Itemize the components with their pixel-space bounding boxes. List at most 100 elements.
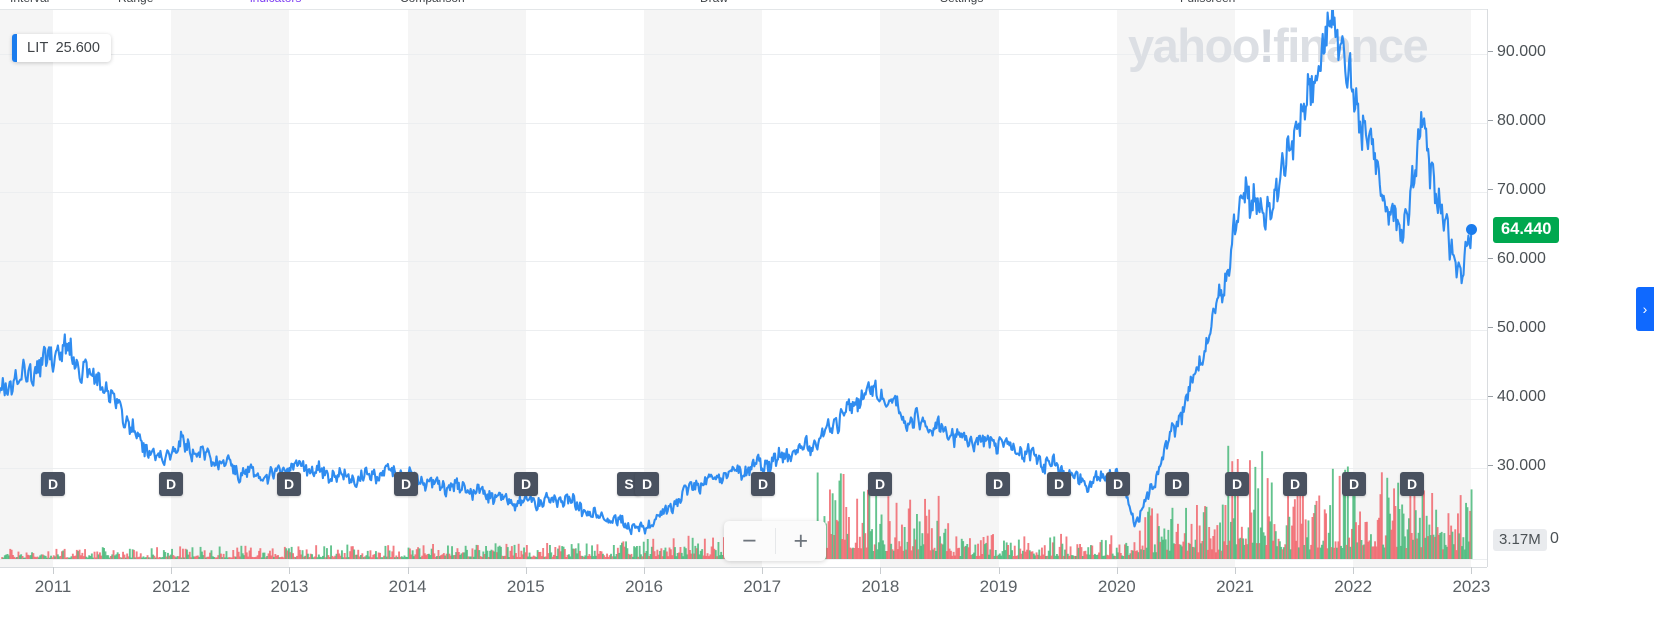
volume-bar — [1185, 507, 1187, 559]
gridline — [0, 54, 1487, 55]
price-axis-tick: 80.000 — [1488, 112, 1546, 130]
dividend-marker[interactable]: D — [1400, 472, 1424, 496]
zoom-out-button[interactable]: − — [741, 526, 757, 555]
volume-bar — [311, 554, 313, 559]
dividend-marker[interactable]: D — [1342, 472, 1366, 496]
volume-bar — [1054, 555, 1057, 559]
dividend-marker[interactable]: D — [1047, 472, 1071, 496]
expand-panel-tab[interactable]: › — [1636, 287, 1654, 331]
date-tick-label: 2012 — [152, 577, 191, 596]
toolbar-item-indicators[interactable]: indicators — [250, 0, 301, 5]
dividend-marker[interactable]: D — [514, 472, 538, 496]
date-tick-label: 2015 — [506, 577, 545, 596]
volume-bar — [623, 546, 626, 559]
volume-bar — [152, 554, 154, 559]
volume-bar — [327, 555, 330, 559]
dividend-marker[interactable]: D — [1106, 472, 1130, 496]
volume-bar — [509, 550, 512, 559]
toolbar-item-settings[interactable]: Settings — [940, 0, 983, 5]
volume-bar — [182, 548, 184, 559]
volume-bar — [1164, 539, 1167, 559]
dividend-marker[interactable]: D — [1165, 472, 1189, 496]
volume-bar — [848, 517, 850, 559]
volume-bar — [962, 541, 965, 559]
volume-bar — [1077, 547, 1080, 559]
volume-bar — [986, 535, 989, 559]
volume-bar — [1394, 506, 1397, 559]
volume-bar — [331, 555, 334, 559]
volume-bar — [1107, 555, 1110, 559]
volume-bar — [283, 546, 286, 559]
date-tick-label: 2011 — [34, 577, 72, 596]
dividend-marker[interactable]: D — [986, 472, 1010, 496]
price-axis[interactable]: 90.000 80.000 70.000 60.000 50.000 40.000 30.0… — [1487, 9, 1654, 567]
volume-bar — [843, 539, 846, 559]
volume-bar — [221, 557, 224, 559]
zoom-control[interactable]: − + — [724, 521, 826, 561]
volume-bar — [1061, 543, 1064, 559]
chart-toolbar[interactable]: Interval Range indicators Comparison Draw Set… — [0, 0, 1654, 9]
volume-bar — [1398, 509, 1401, 559]
volume-bar — [70, 556, 73, 559]
volume-bar — [14, 557, 17, 559]
volume-bar — [698, 554, 701, 559]
volume-bar — [1190, 523, 1193, 559]
toolbar-item-fullscreen[interactable]: Fullscreen — [1180, 0, 1235, 5]
volume-bar — [1314, 504, 1317, 559]
volume-bar — [1254, 466, 1257, 559]
price-tick-label: 30.000 — [1497, 457, 1546, 474]
dividend-marker[interactable]: D — [635, 472, 659, 496]
volume-bar — [1383, 547, 1386, 559]
volume-bar — [1191, 546, 1194, 559]
volume-bar — [105, 555, 108, 559]
volume-bar — [137, 557, 139, 559]
volume-bar — [438, 556, 441, 559]
dividend-marker[interactable]: D — [868, 472, 892, 496]
volume-bar — [602, 553, 604, 559]
volume-bar — [1179, 544, 1182, 559]
volume-bar — [130, 557, 133, 559]
volume-bar — [994, 550, 997, 559]
dividend-marker[interactable]: D — [1225, 472, 1249, 496]
volume-bar — [849, 547, 852, 559]
volume-bar — [979, 540, 982, 559]
date-tick-label: 2023 — [1452, 577, 1491, 596]
volume-bar — [1228, 540, 1231, 559]
date-axis-tickmark — [407, 567, 409, 574]
dividend-marker[interactable]: D — [1283, 472, 1307, 496]
volume-bar — [75, 549, 78, 559]
toolbar-item-range[interactable]: Range — [118, 0, 153, 5]
volume-bar — [479, 556, 482, 559]
volume-bar — [78, 549, 81, 559]
toolbar-item-interval[interactable]: Interval — [10, 0, 49, 5]
toolbar-item-comparison[interactable]: Comparison — [400, 0, 465, 5]
volume-bar — [1109, 544, 1111, 559]
dividend-marker[interactable]: D — [277, 472, 301, 496]
dividend-marker[interactable]: D — [394, 472, 418, 496]
volume-bar — [236, 547, 239, 559]
volume-bar — [85, 556, 88, 559]
zoom-in-button[interactable]: + — [793, 526, 809, 555]
volume-bar — [584, 555, 587, 559]
dividend-marker[interactable]: D — [159, 472, 183, 496]
volume-bar — [653, 551, 656, 559]
volume-bar — [1235, 544, 1238, 559]
volume-bar — [947, 523, 950, 559]
volume-bar — [706, 553, 709, 559]
date-axis[interactable]: 2011 2012 2013 2014 2015 2016 2017 2018 2019 2020… — [0, 567, 1491, 637]
volume-bar — [220, 553, 222, 559]
volume-bar — [149, 557, 152, 559]
volume-bar — [301, 550, 304, 559]
volume-bar — [92, 557, 95, 559]
volume-bar — [1000, 555, 1003, 559]
series-legend-badge[interactable]: LIT 25.600 — [12, 34, 111, 62]
volume-bar — [873, 544, 876, 559]
volume-bar — [1143, 549, 1145, 559]
dividend-marker[interactable]: D — [751, 472, 775, 496]
volume-bar — [9, 548, 12, 559]
dividend-marker[interactable]: D — [41, 472, 65, 496]
volume-bar — [928, 509, 931, 559]
toolbar-item-draw[interactable]: Draw — [700, 0, 728, 5]
volume-bar — [1288, 516, 1291, 559]
